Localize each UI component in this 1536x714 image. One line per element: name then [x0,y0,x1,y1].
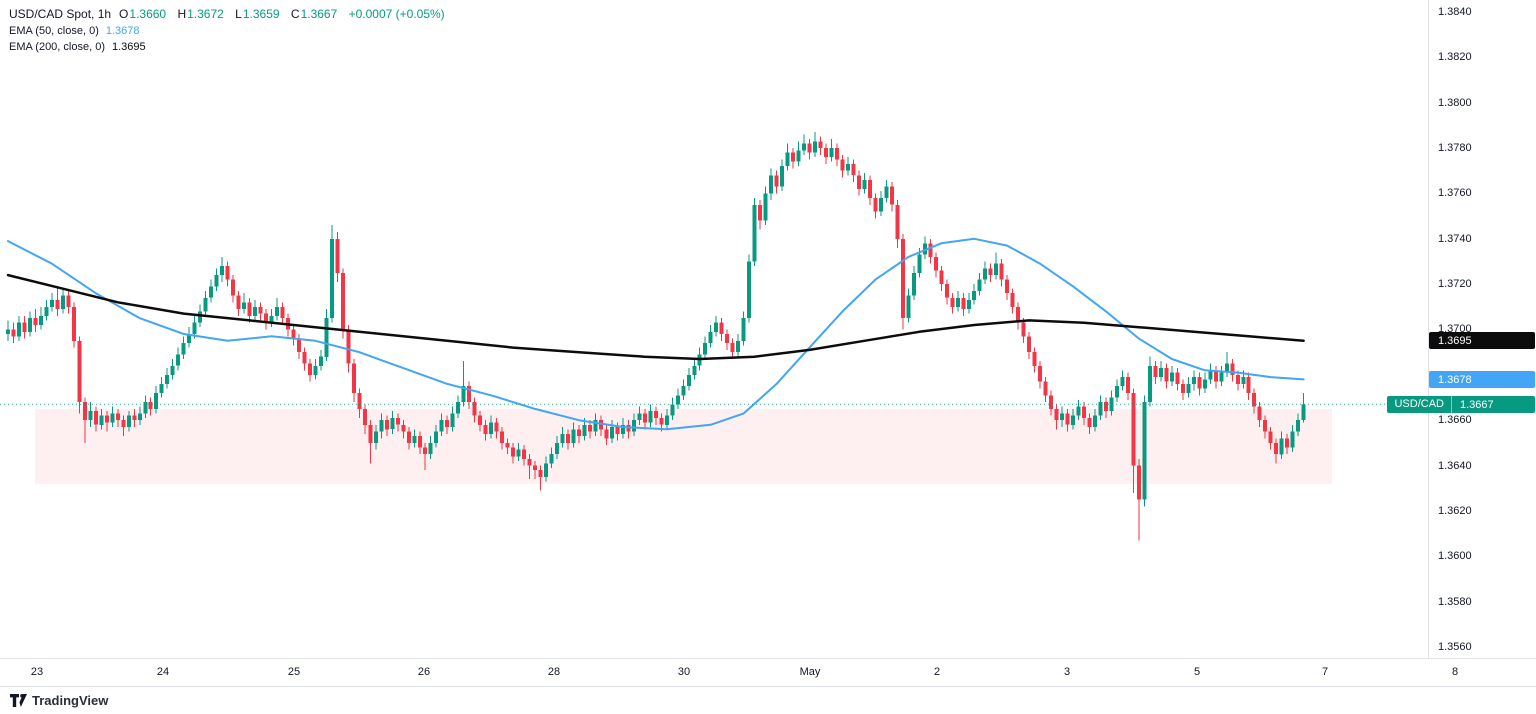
ema50-badge-value: 1.3678 [1438,373,1472,386]
close-value: 1.3667 [300,7,338,21]
price-tick: 1.3760 [1438,187,1472,199]
time-tick: 30 [677,666,691,678]
ema50-line [7,237,1305,431]
ema200-value: 1.3695 [112,41,146,53]
time-tick: 28 [547,666,561,678]
high-label: H [177,7,187,21]
time-axis[interactable]: 23 24 25 26 28 30 May 2 3 5 7 8 [0,658,1536,687]
symbol-title[interactable]: USD/CAD Spot, 1h [9,7,112,21]
price-tick: 1.3840 [1438,6,1472,18]
time-tick: 8 [1451,666,1459,678]
last-badge-symbol: USD/CAD [1387,396,1452,413]
ema50-label: EMA (50, close, 0) [9,25,99,37]
tradingview-brand[interactable]: TradingView [32,693,109,708]
time-tick: 3 [1063,666,1071,678]
open-value: 1.3660 [129,7,167,21]
price-badge-ema50: 1.3678 [1429,371,1535,388]
symbol-legend-row[interactable]: USD/CAD Spot, 1h O1.3660 H1.3672 L1.3659… [9,6,445,23]
open-label: O [119,7,129,21]
ema200-label: EMA (200, close, 0) [9,41,105,53]
ema200-line [6,273,1305,361]
time-tick: 26 [417,666,431,678]
ema200-legend-row[interactable]: EMA (200, close, 0) 1.3695 [9,39,445,55]
legend: USD/CAD Spot, 1h O1.3660 H1.3672 L1.3659… [9,6,445,55]
low-value: 1.3659 [242,7,280,21]
price-tick: 1.3640 [1438,460,1472,472]
last-badge-value: 1.3667 [1460,398,1494,411]
price-tick: 1.3580 [1438,596,1472,608]
candlestick-series [6,132,1306,541]
time-tick: 7 [1321,666,1329,678]
close-label: C [290,7,300,21]
price-badge-ema200: 1.3695 [1429,332,1535,349]
price-tick: 1.3560 [1438,641,1472,653]
price-tick: 1.3780 [1438,142,1472,154]
price-tick: 1.3800 [1438,97,1472,109]
time-tick: 23 [30,666,44,678]
change-value: +0.0007 (+0.05%) [348,7,445,21]
price-tick: 1.3600 [1438,550,1472,562]
time-tick: 25 [287,666,301,678]
time-tick: May [799,666,821,678]
ema200-badge-value: 1.3695 [1438,334,1472,347]
time-tick: 24 [156,666,170,678]
price-axis[interactable]: 1.3840 1.3820 1.3800 1.3780 1.3760 1.3740 1.37… [1428,0,1536,658]
price-tick: 1.3620 [1438,505,1472,517]
tradingview-logo-icon[interactable] [10,694,27,707]
time-tick: 2 [933,666,941,678]
high-value: 1.3672 [187,7,224,21]
price-tick: 1.3660 [1438,414,1472,426]
support-zone [35,408,1332,484]
ohlc-values: O1.3660 H1.3672 L1.3659 C1.3667 +0.0007 … [111,6,445,23]
ema50-legend-row[interactable]: EMA (50, close, 0) 1.3678 [9,23,445,39]
price-tick: 1.3740 [1438,233,1472,245]
price-tick: 1.3720 [1438,278,1472,290]
ema50-value: 1.3678 [105,25,140,37]
price-badge-last: USD/CAD 1.3667 [1387,396,1535,413]
time-tick: 5 [1193,666,1201,678]
footer: TradingView [0,686,1536,714]
price-tick: 1.3820 [1438,51,1472,63]
low-label: L [235,7,242,21]
